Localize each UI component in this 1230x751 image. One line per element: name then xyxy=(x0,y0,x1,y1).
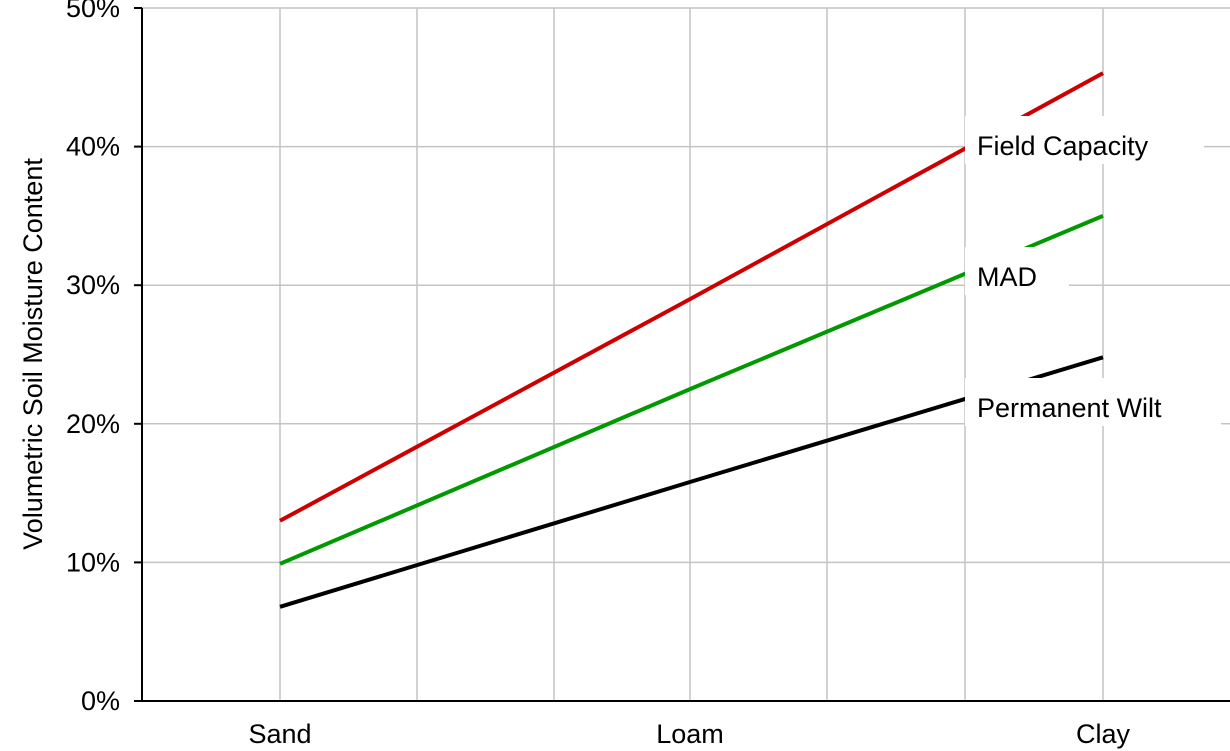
y-tick-labels: 0% 10% 20% 30% 40% 50% xyxy=(66,0,142,716)
series-label: MAD xyxy=(977,262,1037,292)
series-labels: Field Capacity MAD Permanent Wilt xyxy=(965,116,1221,426)
series-label-background xyxy=(965,116,1204,164)
axes xyxy=(141,8,1230,702)
series-label: Permanent Wilt xyxy=(977,393,1162,423)
series-label-background xyxy=(965,378,1221,426)
y-tick-label: 40% xyxy=(66,132,120,162)
y-tick-label: 30% xyxy=(66,270,120,300)
x-tick-label: Clay xyxy=(1076,719,1131,749)
y-tick-label: 0% xyxy=(81,686,120,716)
x-tick-labels: Sand Loam Clay xyxy=(248,719,1130,749)
series-label: Field Capacity xyxy=(977,131,1149,161)
x-tick-label: Sand xyxy=(248,719,311,749)
y-axis-title: Volumetric Soil Moisture Content xyxy=(18,158,48,550)
y-tick-label: 50% xyxy=(66,0,120,23)
y-tick-label: 20% xyxy=(66,409,120,439)
series-label-background xyxy=(965,247,1069,295)
x-tick-label: Loam xyxy=(656,719,724,749)
y-tick-label: 10% xyxy=(66,547,120,577)
